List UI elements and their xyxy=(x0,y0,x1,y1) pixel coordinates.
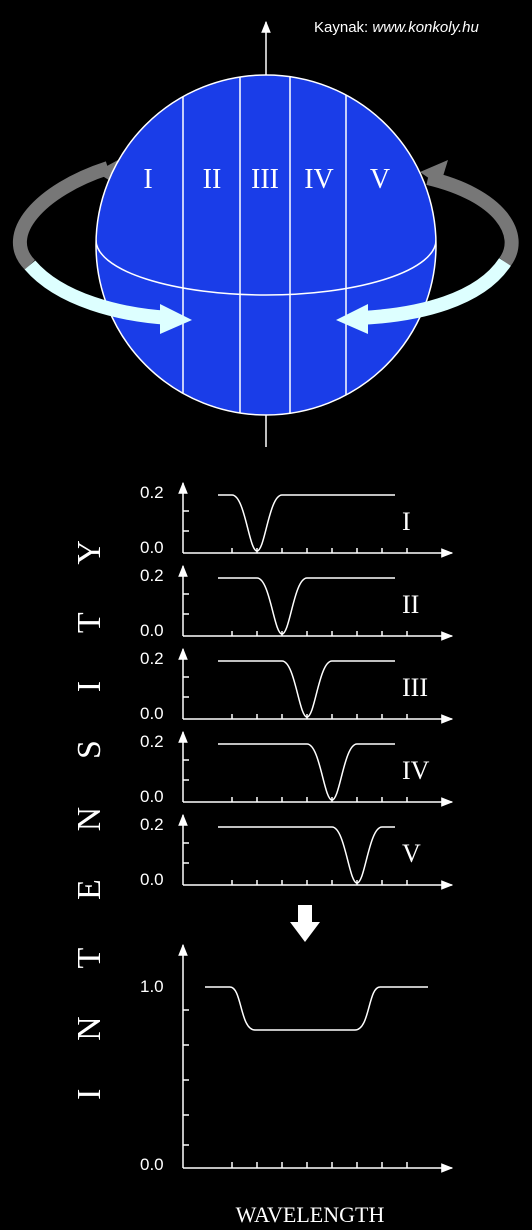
zone-label: I xyxy=(402,507,411,536)
zone-label: IV xyxy=(304,164,334,195)
tick-label: 0.2 xyxy=(140,815,164,834)
diagram: Kaynak: www.konkoly.hu IIIIIIIVV 0.20.0I… xyxy=(0,0,532,1230)
x-axis-label: WAVELENGTH xyxy=(236,1202,385,1227)
line-profile xyxy=(218,744,395,800)
tick-label: 0.0 xyxy=(140,621,164,640)
rotation-arrow xyxy=(428,178,512,262)
tick-label: 0.2 xyxy=(140,566,164,585)
tick-label: 1.0 xyxy=(140,977,164,996)
line-profile xyxy=(218,827,395,883)
tick-label: 0.0 xyxy=(140,787,164,806)
source-url: www.konkoly.hu xyxy=(372,19,479,36)
zone-label: III xyxy=(402,673,428,702)
source: Kaynak: www.konkoly.hu xyxy=(314,19,479,36)
zone-label: I xyxy=(143,164,152,195)
zone-label: V xyxy=(370,164,390,195)
tick-label: 0.2 xyxy=(140,649,164,668)
rotation-arrow xyxy=(20,168,108,265)
zone-label: V xyxy=(402,839,421,868)
zone-label: II xyxy=(203,164,222,195)
tick-label: 0.0 xyxy=(140,704,164,723)
source-prefix: Kaynak: xyxy=(314,19,368,36)
sum-arrow xyxy=(290,905,320,942)
zone-label: III xyxy=(251,164,279,195)
tick-label: 0.0 xyxy=(140,870,164,889)
tick-label: 0.2 xyxy=(140,483,164,502)
line-profile xyxy=(218,495,395,551)
line-profile xyxy=(218,661,395,717)
tick-label: 0.0 xyxy=(140,1155,164,1174)
tick-label: 0.0 xyxy=(140,538,164,557)
zone-label: II xyxy=(402,590,419,619)
line-profile xyxy=(218,578,395,634)
zone-label: IV xyxy=(402,756,430,785)
tick-label: 0.2 xyxy=(140,732,164,751)
y-axis-label: INTENSITY xyxy=(71,540,108,1100)
star-sphere xyxy=(96,75,436,415)
summed-profile xyxy=(205,987,428,1030)
